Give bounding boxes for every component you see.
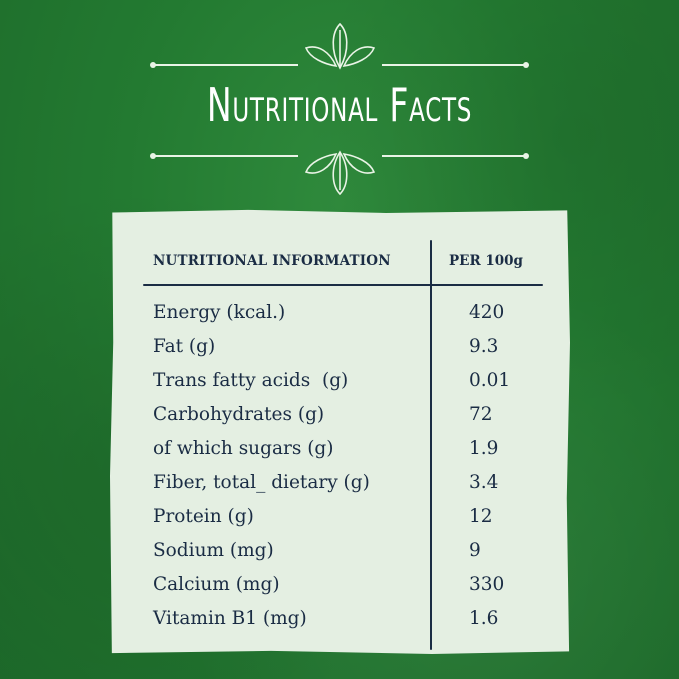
nutrient-label: Fat (g) — [153, 336, 216, 357]
nutrient-value: 3.4 — [469, 472, 499, 493]
header-divider — [143, 284, 543, 286]
divider-line — [382, 64, 526, 66]
nutrient-value: 0.01 — [469, 370, 511, 391]
divider-line — [382, 155, 526, 157]
nutrient-value: 330 — [469, 574, 505, 595]
nutrient-value: 9.3 — [469, 336, 499, 357]
nutrient-label: Carbohydrates (g) — [153, 404, 325, 425]
nutrient-label: Trans fatty acids (g) — [153, 370, 349, 391]
nutrient-value: 420 — [469, 302, 505, 323]
divider-line — [153, 64, 298, 66]
nutrient-value: 1.9 — [469, 438, 499, 459]
header-ornament: Nutritional Facts — [0, 0, 679, 200]
divider-dot — [150, 62, 156, 68]
nutrient-label: of which sugars (g) — [153, 438, 334, 459]
leaf-sprig-icon — [304, 22, 376, 70]
nutrient-label: Fiber, total_ dietary (g) — [153, 472, 370, 493]
leaf-sprig-icon — [304, 150, 376, 196]
column-header-nutrient: NUTRITIONAL INFORMATION — [153, 253, 391, 269]
nutrient-label: Calcium (mg) — [153, 574, 280, 595]
divider-dot — [523, 153, 529, 159]
nutrient-label: Vitamin B1 (mg) — [153, 608, 307, 629]
page-title: Nutritional Facts — [206, 78, 473, 132]
nutrient-value: 1.6 — [469, 608, 499, 629]
divider-dot — [523, 62, 529, 68]
column-divider — [430, 240, 432, 650]
nutrient-label: Energy (kcal.) — [153, 302, 286, 323]
divider-line — [153, 155, 298, 157]
nutrient-value: 9 — [469, 540, 481, 561]
nutrient-label: Sodium (mg) — [153, 540, 274, 561]
divider-dot — [150, 153, 156, 159]
column-header-per-100g: PER 100g — [449, 253, 523, 269]
nutrient-label: Protein (g) — [153, 506, 254, 527]
nutrient-value: 72 — [469, 404, 493, 425]
nutrition-card — [110, 209, 570, 654]
nutrient-value: 12 — [469, 506, 493, 527]
